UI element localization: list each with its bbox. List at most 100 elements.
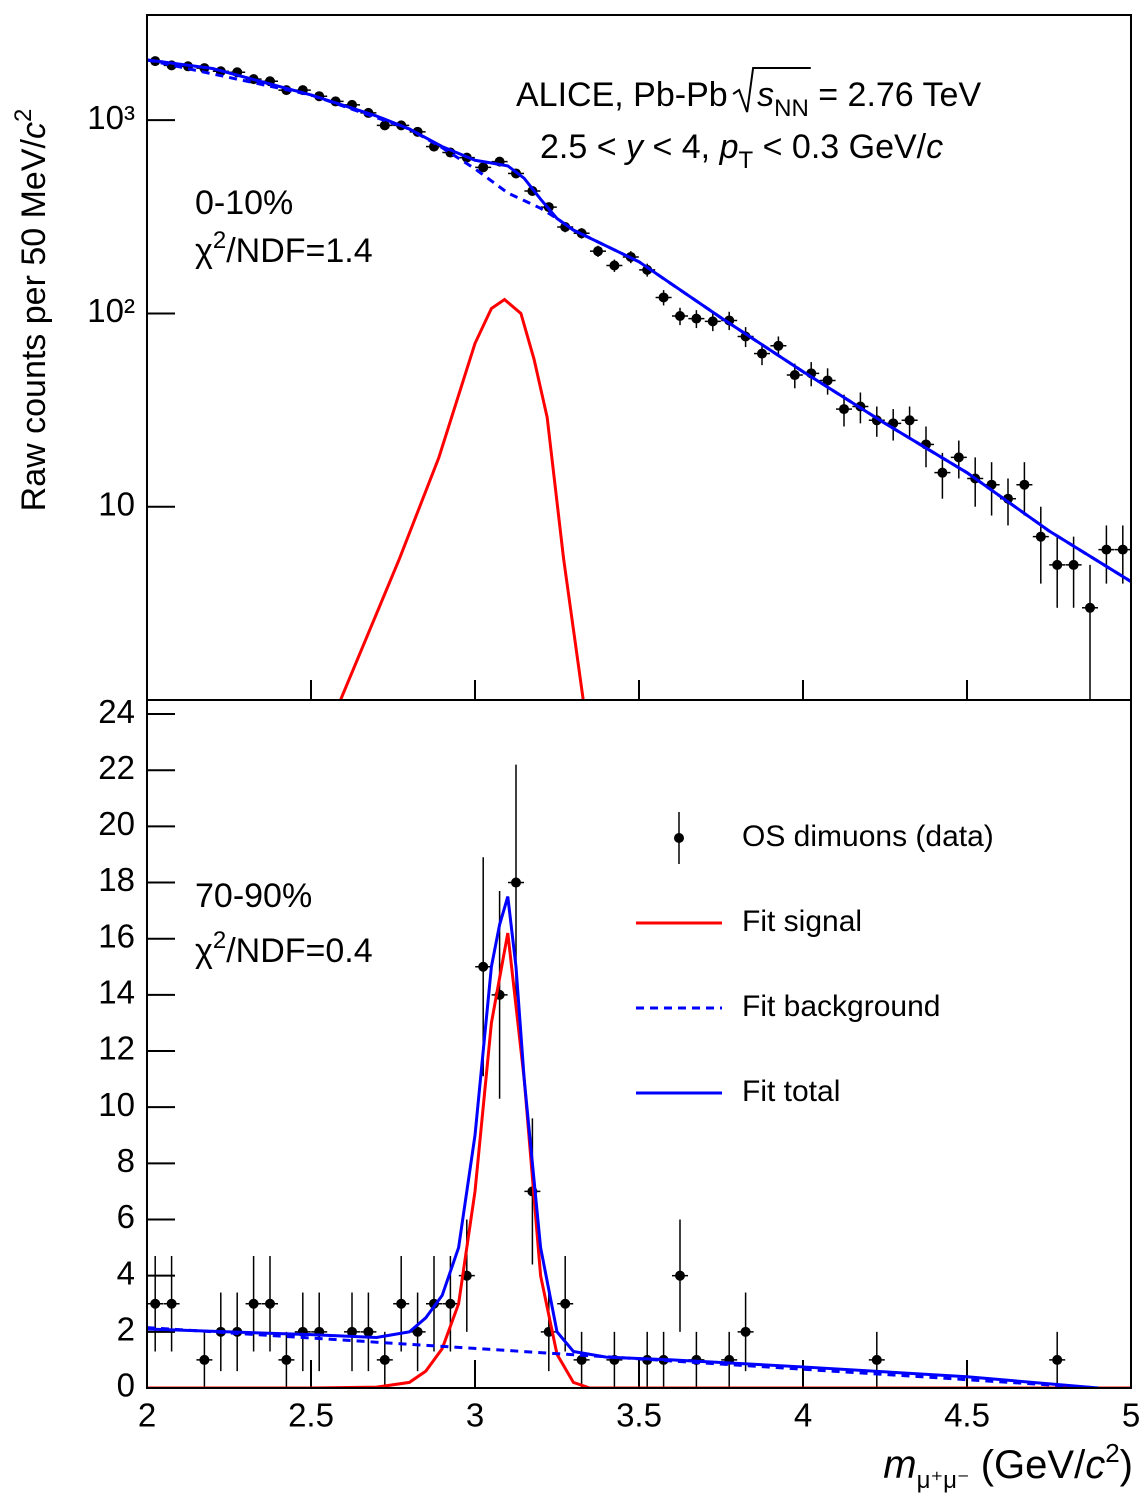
legend-label: Fit total <box>742 1075 840 1108</box>
data-point <box>691 313 702 324</box>
x-tick-label: 2 <box>138 1397 156 1434</box>
x-label-part: 2 <box>1105 1438 1119 1468</box>
y-tick-label: 0 <box>117 1367 135 1404</box>
data-point <box>576 1354 587 1365</box>
data-point <box>839 404 849 415</box>
x-label-part: m <box>883 1443 916 1487</box>
data-point <box>593 246 603 257</box>
data-point <box>773 340 784 351</box>
data-point <box>445 1298 456 1309</box>
data-point <box>363 1326 374 1337</box>
data-point <box>150 1298 161 1309</box>
annotation-part: 2 <box>213 227 226 254</box>
annotation-part: s <box>757 76 774 114</box>
data-point <box>478 961 489 972</box>
data-point <box>609 260 620 271</box>
annotation-part: c <box>926 128 943 166</box>
y-tick-label: 22 <box>98 749 135 786</box>
y-tick-label: 10 <box>98 485 135 522</box>
data-point <box>265 1298 275 1309</box>
y-tick-label: 2 <box>117 1311 135 1348</box>
x-label-part: μ⁺μ⁻ <box>917 1467 970 1494</box>
sqrt-sign <box>732 67 811 113</box>
annotation-part: /NDF=0.4 <box>226 932 372 970</box>
fit-line <box>147 932 1131 1388</box>
data-point <box>248 1298 259 1309</box>
y-tick-label: 10³ <box>87 99 135 136</box>
data-point <box>199 1354 210 1365</box>
y-axis-label: Raw counts per 50 MeV/c2 <box>10 109 53 512</box>
data-point <box>871 1354 882 1365</box>
data-point <box>675 310 685 321</box>
y-tick-label: 8 <box>117 1142 135 1179</box>
data-point <box>1035 531 1046 542</box>
y-tick-label: 4 <box>117 1254 135 1291</box>
data-point <box>757 348 767 359</box>
annotation-part: T <box>739 147 754 174</box>
plot-layer <box>146 56 1132 1389</box>
x-tick-label: 3 <box>466 1397 484 1434</box>
annotation-part: < 4, <box>643 128 720 166</box>
x-tick-label: 3.5 <box>616 1397 662 1434</box>
data-point <box>379 120 390 131</box>
data-point <box>560 1298 571 1309</box>
data-point <box>1019 479 1030 490</box>
data-point <box>937 467 948 478</box>
data-point <box>789 370 800 381</box>
data-point <box>1052 559 1063 570</box>
annotation-part: y <box>624 128 645 166</box>
annotation: 2.5 < y < 4, pT < 0.3 GeV/c <box>540 128 943 174</box>
annotation-part: p <box>719 128 739 166</box>
annotation: 70-90% <box>195 877 312 915</box>
annotation-part: 0-10% <box>195 184 293 222</box>
annotation-part: NN <box>774 95 809 122</box>
legend-marker <box>674 833 684 843</box>
y-tick-label: 10 <box>98 1086 135 1123</box>
y-tick-label: 10² <box>87 292 135 329</box>
annotation: χ2/NDF=0.4 <box>195 927 373 970</box>
data-point <box>740 1326 751 1337</box>
data-point <box>707 316 718 327</box>
data-point <box>1068 559 1079 570</box>
data-point <box>281 1354 292 1365</box>
data-point <box>953 452 964 463</box>
data-point <box>1085 602 1095 613</box>
x-label-part: (GeV/ <box>970 1443 1086 1487</box>
data-point <box>675 1270 685 1281</box>
data-point <box>166 1298 177 1309</box>
annotation-part: 2.5 < <box>540 128 626 166</box>
data-point <box>379 1354 390 1365</box>
y-tick-label: 6 <box>117 1198 135 1235</box>
x-tick-label: 5 <box>1122 1397 1140 1434</box>
y-tick-label: 16 <box>98 917 135 954</box>
y-label-part: 2 <box>10 109 37 122</box>
annotation-part: < 0.3 GeV/ <box>753 128 926 166</box>
x-label-part: c <box>1085 1443 1105 1487</box>
annotation: ALICE, Pb-Pb sNN = 2.76 TeV <box>516 76 981 122</box>
y-tick-label: 24 <box>98 693 135 730</box>
plot-area <box>147 56 1131 700</box>
plot-area <box>147 764 1131 1388</box>
y-tick-label: 12 <box>98 1030 135 1067</box>
data-point <box>412 1326 423 1337</box>
annotation: χ2/NDF=1.4 <box>195 227 373 270</box>
x-label-part: ) <box>1120 1443 1133 1487</box>
x-tick-label: 4.5 <box>944 1397 990 1434</box>
annotation-part: 2 <box>213 927 226 954</box>
x-axis-label: mμ⁺μ⁻ (GeV/c2) <box>883 1438 1133 1494</box>
annotation-part: = 2.76 TeV <box>809 76 982 114</box>
y-tick-label: 18 <box>98 861 135 898</box>
data-point <box>1052 1354 1063 1365</box>
annotation-part: ALICE, Pb-Pb <box>516 76 737 114</box>
legend-label: Fit background <box>742 990 940 1023</box>
legend-label: Fit signal <box>742 905 862 938</box>
annotation-part: χ <box>195 932 213 970</box>
annotation-part: χ <box>195 232 213 270</box>
data-point <box>658 292 669 303</box>
data-point <box>511 877 521 888</box>
data-point <box>1117 544 1128 555</box>
legend-label: OS dimuons (data) <box>742 820 994 853</box>
y-label-part: c <box>15 122 53 139</box>
